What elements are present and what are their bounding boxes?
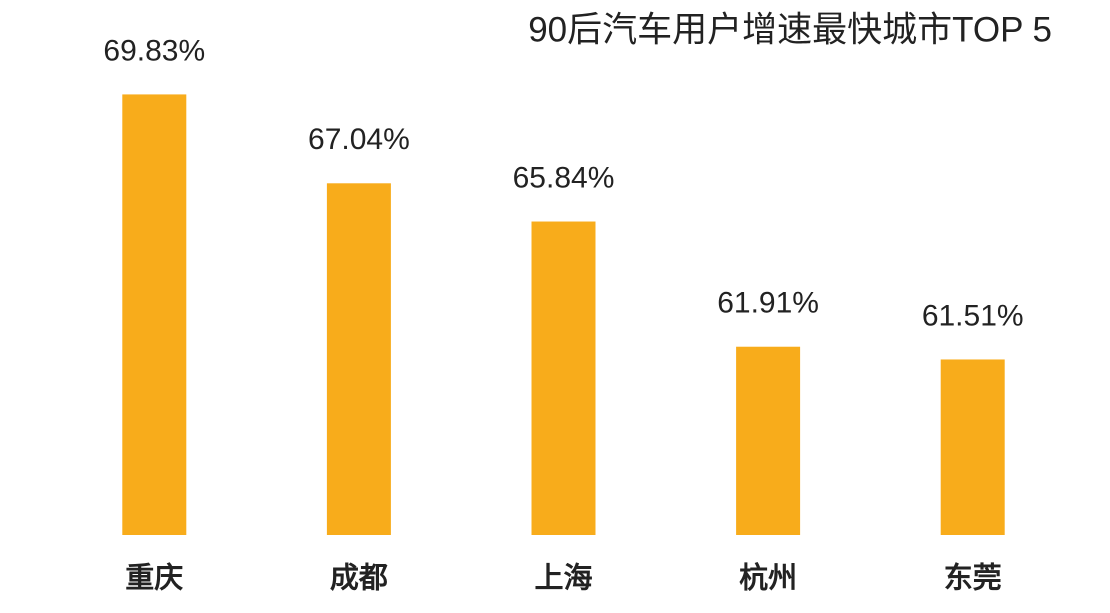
bar	[736, 346, 801, 535]
x-tick-label: 东莞	[944, 561, 1002, 595]
x-tick-label: 重庆	[125, 562, 183, 595]
value-label: 61.91%	[717, 287, 819, 320]
bar	[326, 183, 391, 535]
value-label: 69.83%	[103, 34, 205, 67]
x-tick-label: 杭州	[739, 561, 797, 595]
x-tick-label: 成都	[330, 562, 388, 595]
x-tick-label: 上海	[534, 562, 592, 595]
bar	[531, 221, 596, 536]
value-label: 61.51%	[922, 299, 1024, 332]
bar	[940, 359, 1005, 535]
value-label: 65.84%	[513, 161, 615, 194]
value-label: 67.04%	[308, 123, 410, 156]
bar	[122, 94, 187, 535]
chart-title: 90后汽车用户增速最快城市TOP 5	[528, 10, 1052, 49]
